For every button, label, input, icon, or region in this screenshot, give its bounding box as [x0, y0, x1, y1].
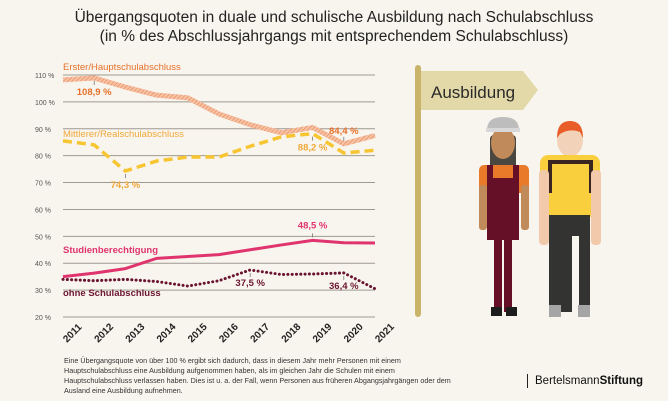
- x-tick-label: 2011: [61, 322, 84, 345]
- data-label: 48,5 %: [298, 220, 328, 231]
- x-tick-label: 2018: [280, 321, 304, 345]
- woman-worker-figure: [479, 117, 529, 316]
- student-figure: [539, 121, 601, 317]
- data-label: 84,4 %: [329, 126, 359, 137]
- x-tick-label: 2021: [373, 321, 397, 345]
- illustration: Ausbildung: [415, 65, 601, 317]
- x-tick-label: 2012: [93, 321, 117, 345]
- y-tick-label: 40 %: [35, 261, 51, 268]
- series-line-1: [62, 131, 376, 173]
- x-tick-label: 2016: [217, 321, 241, 345]
- series-label: Mittlerer/Realschulabschluss: [63, 129, 184, 140]
- data-label: 37,5 %: [235, 278, 265, 289]
- data-label: 74,3 %: [111, 180, 141, 191]
- data-label: 108,9 %: [77, 87, 112, 98]
- x-tick-label: 2014: [155, 321, 179, 345]
- y-tick-label: 50 %: [35, 234, 51, 241]
- x-tick-label: 2017: [249, 321, 273, 345]
- series-label: ohne Schulabschluss: [63, 288, 161, 299]
- logo-part1: Bertelsmann: [535, 375, 600, 387]
- y-tick-label: 110 %: [35, 73, 54, 80]
- y-tick-label: 30 %: [35, 288, 51, 295]
- series-label: Erster/Hauptschulabschluss: [63, 62, 181, 73]
- y-tick-label: 90 %: [35, 127, 51, 134]
- footnote: Eine Übergangsquote von über 100 % ergib…: [64, 356, 451, 395]
- y-tick-label: 80 %: [35, 154, 51, 161]
- chart-title: Übergangsquoten in duale und schulische …: [74, 9, 594, 26]
- series-line-3: [61, 268, 377, 291]
- x-tick-label: 2013: [124, 321, 148, 345]
- data-label: 88,2 %: [298, 143, 328, 154]
- y-tick-label: 20 %: [35, 315, 51, 322]
- y-tick-label: 100 %: [35, 100, 55, 107]
- x-tick-label: 2019: [311, 321, 335, 345]
- y-tick-label: 60 %: [35, 207, 51, 214]
- logo-part2: Stiftung: [599, 375, 643, 387]
- signpost: Ausbildung: [415, 65, 538, 317]
- series-line-0: [62, 75, 376, 147]
- line-chart: 20 % 30 % 40 % 50 % 60 % 70 % 80 % 90 % 100 % 110…: [35, 62, 397, 345]
- x-tick-label: 2020: [342, 321, 366, 345]
- series-line-2: [62, 238, 376, 279]
- series-label: Studienberechtigung: [63, 245, 158, 256]
- sign-label: Ausbildung: [431, 83, 515, 102]
- bertelsmann-stiftung-logo: BertelsmannStiftung: [527, 374, 643, 388]
- data-label: 36,4 %: [329, 281, 359, 292]
- x-tick-label: 2015: [186, 321, 210, 345]
- y-tick-label: 70 %: [35, 181, 51, 188]
- chart-subtitle: (in % des Abschlussjahrgangs mit entspre…: [99, 28, 569, 45]
